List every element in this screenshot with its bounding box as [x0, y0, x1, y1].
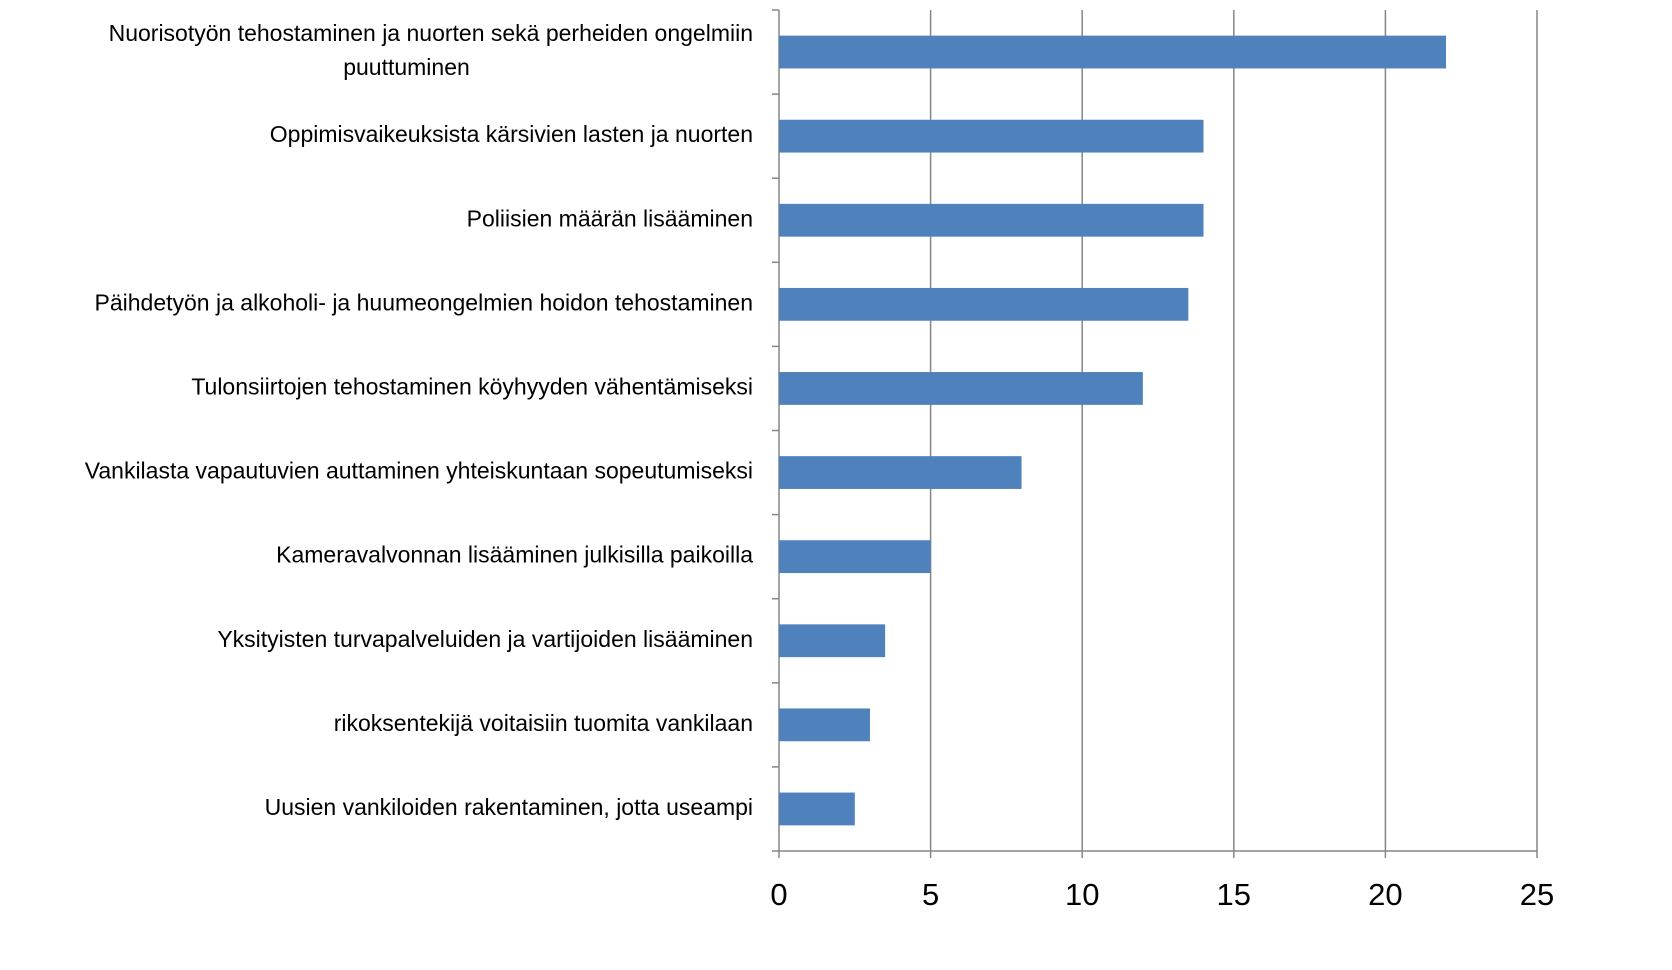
y-tick-label: Uusien vankiloiden rakentaminen, jotta u… — [265, 794, 753, 820]
x-tick-label: 15 — [1217, 877, 1251, 912]
bar — [779, 540, 931, 574]
y-tick-label: Oppimisvaikeuksista kärsivien lasten ja … — [270, 121, 753, 147]
bar — [779, 203, 1204, 237]
y-tick-label: Nuorisotyön tehostaminen ja nuorten sekä… — [109, 20, 753, 80]
bar — [779, 456, 1022, 489]
y-tick-label: Poliisien määrän lisääminen — [467, 205, 753, 231]
y-tick-label: Päihdetyön ja alkoholi- ja huumeongelmie… — [95, 289, 754, 315]
y-tick-label: Tulonsiirtojen tehostaminen köyhyyden vä… — [191, 374, 753, 400]
y-tick-label: Kameravalvonnan lisääminen julkisilla pa… — [276, 542, 753, 568]
y-tick-label: Yksityisten turvapalveluiden ja vartijoi… — [217, 626, 753, 652]
x-tick-label: 10 — [1065, 877, 1099, 912]
bar — [779, 287, 1189, 321]
y-tick-label: rikoksentekijä voitaisiin tuomita vankil… — [334, 710, 753, 736]
bar — [779, 624, 886, 658]
x-tick-label: 20 — [1368, 877, 1402, 912]
bar — [779, 372, 1143, 405]
bar — [779, 792, 855, 826]
bar — [779, 708, 870, 742]
x-tick-label: 0 — [770, 877, 787, 912]
y-tick-label: Vankilasta vapautuvien auttaminen yhteis… — [85, 458, 753, 484]
bar — [779, 35, 1447, 69]
x-tick-label: 5 — [922, 877, 939, 912]
bar — [779, 119, 1204, 153]
x-tick-label: 25 — [1520, 877, 1554, 912]
